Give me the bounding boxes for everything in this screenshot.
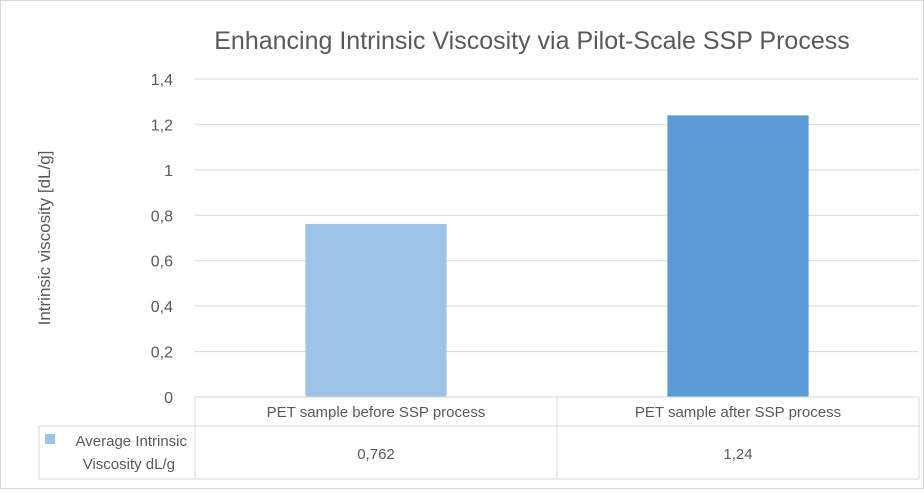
y-tick-label: 0,8 (151, 208, 173, 225)
y-tick-label: 0,4 (151, 299, 173, 316)
bars (305, 115, 809, 397)
legend-key (45, 434, 55, 444)
bar-before-ssp (305, 223, 447, 397)
chart-title: Enhancing Intrinsic Viscosity via Pilot-… (214, 27, 849, 55)
y-tick-label: 1 (164, 163, 173, 180)
bar-after-ssp (667, 115, 809, 397)
data-table-value: 1,24 (723, 446, 752, 463)
y-tick-label: 0 (164, 390, 173, 407)
y-axis-label: Intrinsic viscosity [dL/g] (35, 151, 54, 326)
y-tick-label: 1,2 (151, 117, 173, 134)
legend-label-line: Viscosity dL/g (83, 456, 175, 473)
gridlines (195, 78, 919, 353)
y-tick-label: 0,2 (151, 345, 173, 362)
data-table-value: 0,762 (357, 446, 395, 463)
y-axis-ticks: 0 0,2 0,4 0,6 0,8 1 1,2 1,4 (151, 72, 173, 407)
y-tick-label: 1,4 (151, 72, 173, 89)
x-category-label: PET sample after SSP process (635, 404, 841, 421)
x-category-label: PET sample before SSP process (267, 404, 486, 421)
y-tick-label: 0,6 (151, 254, 173, 271)
data-table: PET sample before SSP process 0,762 PET sa… (38, 396, 920, 480)
legend-label-line: Average Intrinsic (76, 433, 188, 450)
